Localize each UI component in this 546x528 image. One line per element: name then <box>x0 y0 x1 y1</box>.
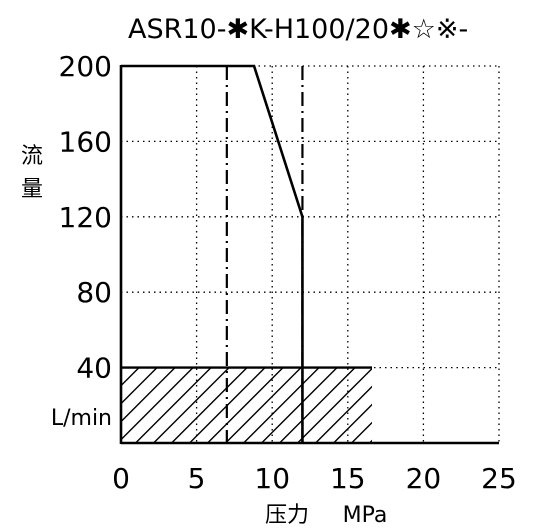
chart-title: ASR10-✱K-H100/20✱☆※- <box>128 14 468 45</box>
y-axis-label-char-2: 量 <box>21 177 43 202</box>
x-tick-label-20: 20 <box>406 462 442 495</box>
hatch-line <box>121 367 158 405</box>
hatch-line <box>279 367 356 444</box>
x-tick-label-15: 15 <box>330 462 366 495</box>
x-tick-label-5: 5 <box>188 462 206 495</box>
hatch-line <box>121 367 176 423</box>
x-axis-label: 压力 <box>265 503 309 528</box>
hatch-line <box>207 367 284 444</box>
hatch-line <box>297 367 372 444</box>
x-tick-labels: 0 5 10 15 20 25 <box>112 462 517 495</box>
hatch-line <box>225 367 302 444</box>
series-lines <box>120 64 304 444</box>
hatch-line <box>333 403 372 444</box>
hatch-line <box>171 367 248 444</box>
x-tick-label-0: 0 <box>112 462 130 495</box>
y-tick-label-120: 120 <box>59 201 112 234</box>
flow-curve-point-2 <box>253 65 255 67</box>
hatch-line <box>135 367 212 444</box>
hatch-pattern <box>121 367 463 444</box>
flow-curve-point-3 <box>301 216 304 218</box>
hatch-line <box>315 385 372 444</box>
hatch-line <box>388 368 463 443</box>
y-axis-label-char-1: 流 <box>21 144 43 169</box>
hatch-line <box>261 367 338 444</box>
y-tick-label-200: 200 <box>59 50 112 83</box>
x-tick-label-25: 25 <box>481 462 517 495</box>
y-tick-label-80: 80 <box>76 276 112 309</box>
hatch-line <box>121 367 194 441</box>
hatched-region <box>121 366 463 444</box>
hatch-line <box>351 421 372 444</box>
hatch-line <box>121 367 140 387</box>
y-tick-labels: 200 160 120 80 40 <box>59 50 112 385</box>
hatch-line <box>243 367 320 444</box>
axes <box>119 65 499 445</box>
y-tick-label-40: 40 <box>76 352 112 385</box>
hatch-line <box>153 367 230 444</box>
hatch-line <box>369 439 372 444</box>
y-axis-unit: L/min <box>51 406 112 431</box>
x-tick-label-10: 10 <box>254 462 290 495</box>
x-axis-unit: MPa <box>343 503 388 528</box>
grid <box>121 65 500 443</box>
flow-curve-line <box>121 64 304 443</box>
y-tick-label-160: 160 <box>59 125 112 158</box>
